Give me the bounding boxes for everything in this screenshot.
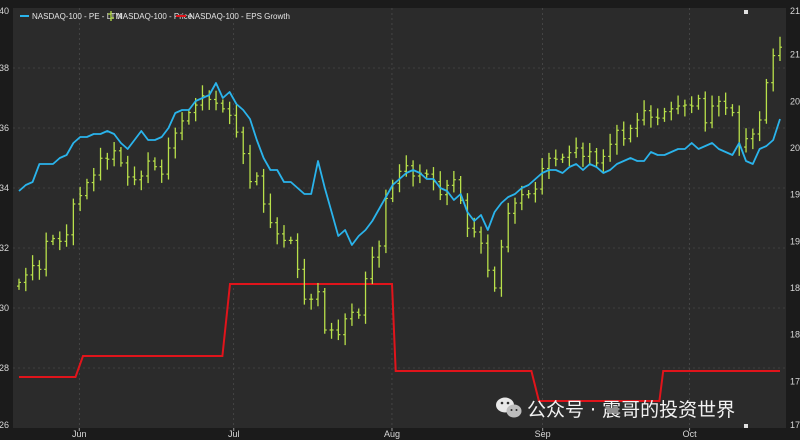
y-right-tick-label: 17,500 (790, 376, 800, 386)
x-tick-label: Jul (228, 429, 240, 439)
y-left-tick-label: 32 (0, 243, 9, 253)
y-left-tick-label: 30 (0, 303, 9, 313)
y-left-tick-label: 36 (0, 123, 9, 133)
legend-swatch-price (108, 11, 114, 21)
y-right-tick-label: 20,000 (790, 143, 800, 153)
y-right-tick-label: 20,500 (790, 96, 800, 106)
x-tick-label: Oct (683, 429, 698, 439)
axis-layer: 26 28 30 32 34 36 38 40 17,000 17,500 18,000 18,500… (0, 6, 800, 439)
legend-item-pe: NASDAQ-100 - PE - LTM (20, 12, 122, 21)
y-left-tick-label: 38 (0, 63, 9, 73)
y-right-tick-label: 21,500 (790, 6, 800, 16)
legend-item-eps: NASDAQ-100 - EPS Growth (176, 12, 290, 21)
y-left-tick-label: 34 (0, 183, 9, 193)
y-left-tick-label: 40 (0, 6, 9, 16)
watermark: 公众号 · 震哥的投资世界 (496, 397, 735, 421)
corner-marker (744, 10, 748, 14)
wechat-icon (496, 397, 522, 418)
legend-label-pe: NASDAQ-100 - PE - LTM (32, 12, 122, 21)
plot-area (13, 8, 786, 428)
legend-item-price: NASDAQ-100 - Price (108, 11, 193, 21)
legend-label-price: NASDAQ-100 - Price (117, 12, 193, 21)
x-tick-label: Jun (72, 429, 87, 439)
price-bars (17, 36, 782, 346)
y-right-tick-label: 18,500 (790, 283, 800, 293)
series-layer (17, 36, 782, 402)
y-right-tick-label: 17,000 (790, 420, 800, 430)
y-right-tick-label: 21,000 (790, 50, 800, 60)
y-left-tick-label: 28 (0, 363, 9, 373)
x-tick-label: Aug (384, 429, 400, 439)
y-right-tick-label: 19,000 (790, 236, 800, 246)
watermark-text: 公众号 · 震哥的投资世界 (527, 399, 735, 421)
y-left-tick-label: 26 (0, 420, 9, 430)
x-tick-label: Sep (535, 429, 551, 439)
legend-label-eps: NASDAQ-100 - EPS Growth (189, 12, 290, 21)
y-right-tick-label: 18,000 (790, 330, 800, 340)
series-line-eps-growth (19, 283, 780, 402)
legend: NASDAQ-100 - PE - LTM NASDAQ-100 - Price… (20, 11, 290, 21)
corner-marker (744, 424, 748, 428)
y-right-tick-label: 19,500 (790, 190, 800, 200)
series-line-pe-ltm (18, 82, 781, 246)
